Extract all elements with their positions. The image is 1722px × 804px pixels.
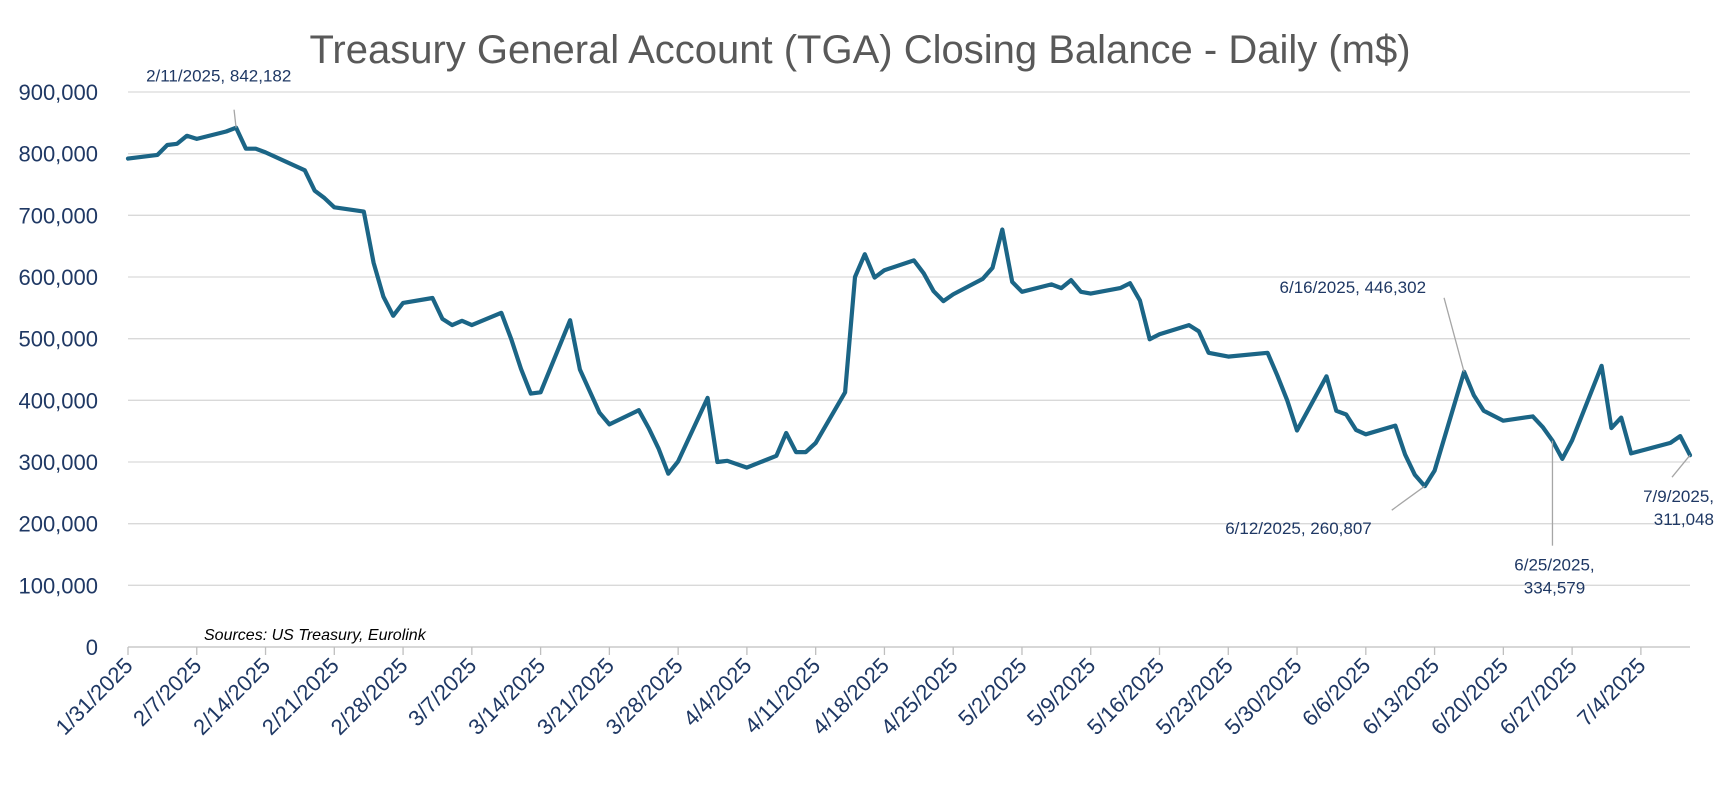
y-tick-label: 300,000: [18, 450, 98, 475]
annotation-label: 311,048: [1654, 510, 1714, 529]
data-annotations: 2/11/2025, 842,182 6/16/2025, 446,302 6/12…: [146, 67, 1714, 598]
annotation-label: 6/12/2025, 260,807: [1225, 519, 1372, 538]
y-tick-label: 200,000: [18, 512, 98, 537]
x-axis-tick-labels: 1/31/20252/7/20252/14/20252/21/20252/28/…: [51, 653, 1651, 740]
axes: [127, 646, 1690, 655]
grid-lines: [128, 91, 1690, 586]
annotation-leader: [1671, 454, 1691, 478]
y-tick-label: 600,000: [18, 265, 98, 290]
x-tick-label: 1/31/2025: [51, 653, 138, 740]
x-tick-label: 5/2/2025: [953, 653, 1031, 731]
y-tick-label: 700,000: [18, 203, 98, 228]
annotation: 6/16/2025, 446,302: [1280, 278, 1465, 372]
y-tick-label: 900,000: [18, 80, 98, 105]
y-tick-label: 500,000: [18, 327, 98, 352]
annotation: 2/11/2025, 842,182: [146, 67, 291, 128]
annotation: 6/12/2025, 260,807: [1225, 485, 1426, 538]
series-line: [125, 125, 1693, 489]
y-tick-label: 800,000: [18, 142, 98, 167]
y-axis-tick-labels: 0 100,000 200,000 300,000 400,000 500,000 600,…: [18, 80, 98, 660]
series-layer: [125, 125, 1693, 489]
chart-title: Treasury General Account (TGA) Closing B…: [309, 28, 1410, 72]
annotation-label: 6/25/2025,: [1514, 556, 1594, 575]
annotation-label: 6/16/2025, 446,302: [1280, 278, 1427, 297]
x-tick-label: 7/4/2025: [1572, 653, 1650, 731]
annotation-label: 2/11/2025, 842,182: [146, 67, 291, 86]
annotation-label: 334,579: [1524, 579, 1585, 598]
annotation: 7/9/2025, 311,048: [1643, 454, 1714, 529]
source-note: Sources: US Treasury, Eurolink: [204, 627, 427, 644]
annotation-leader: [233, 109, 237, 128]
annotation-leader: [1443, 297, 1465, 372]
y-tick-label: 400,000: [18, 388, 98, 413]
annotation-label: 7/9/2025,: [1643, 487, 1714, 506]
y-tick-label: 100,000: [18, 573, 98, 598]
annotation-leader: [1391, 485, 1426, 511]
annotation: 6/25/2025, 334,579: [1514, 440, 1595, 598]
y-tick-label: 0: [86, 635, 98, 660]
